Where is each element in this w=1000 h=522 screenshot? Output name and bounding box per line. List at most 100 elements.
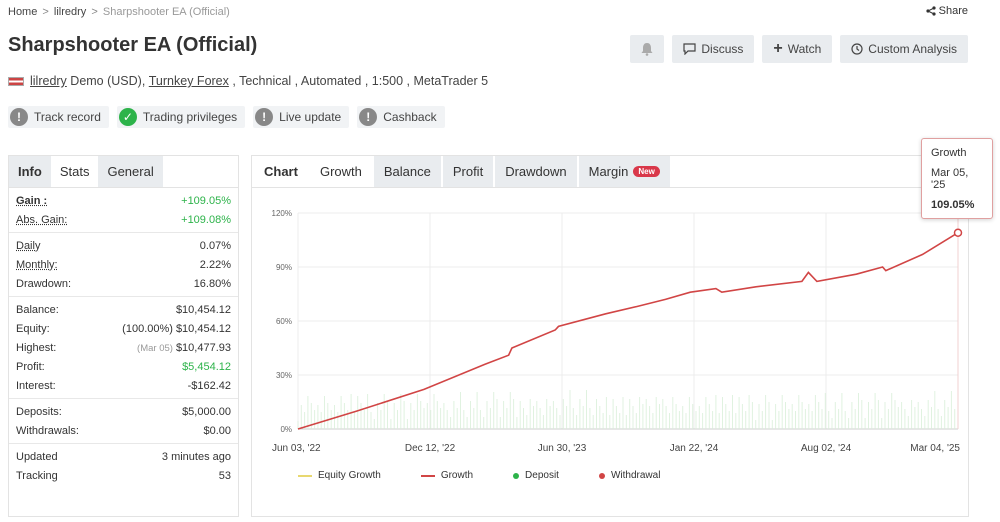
badge-label: Cashback [383, 110, 437, 124]
stats-tabs: Info Stats General [9, 156, 238, 188]
chart-tooltip: Growth Mar 05, '25 109.05% [921, 138, 993, 219]
tab-balance[interactable]: Balance [373, 156, 441, 187]
x-tick-label: Jan 22, '24 [670, 443, 719, 454]
growth-chart[interactable]: 0% 30% 60% 90% 120% Jun 03, '22 Dec 12, '22 Jun… [252, 189, 968, 509]
breadcrumb-home[interactable]: Home [8, 6, 38, 18]
chart-tabs-label: Chart [252, 156, 310, 187]
legend-withdrawal[interactable]: Withdrawal [598, 470, 660, 481]
stat-value: $5,000.00 [182, 405, 231, 418]
check-icon: ✓ [118, 108, 137, 126]
tab-profit[interactable]: Profit [442, 156, 494, 187]
y-tick-label: 30% [276, 371, 292, 380]
stat-label: Profit: [16, 360, 45, 373]
clock-icon [851, 43, 863, 55]
badge-trading-privileges[interactable]: ✓ Trading privileges [116, 106, 246, 128]
stat-label: Updated [16, 450, 58, 463]
tab-margin[interactable]: Margin New [578, 156, 670, 187]
account-meta: lilredry Demo (USD), Turnkey Forex , Tec… [8, 74, 488, 88]
breadcrumb-separator: > [42, 6, 49, 18]
growth-series-line [297, 232, 959, 430]
stat-value: 0.07% [199, 239, 231, 252]
tab-drawdown[interactable]: Drawdown [495, 156, 577, 187]
badge-cashback[interactable]: ! Cashback [357, 106, 445, 128]
stat-label[interactable]: Abs. Gain: [16, 213, 68, 226]
badge-label: Live update [279, 110, 342, 124]
stat-row-updated: Updated 3 minutes ago [9, 447, 238, 466]
breadcrumb-current: Sharpshooter EA (Official) [102, 6, 230, 18]
badge-track-record[interactable]: ! Track record [8, 106, 109, 128]
notification-button[interactable] [630, 35, 665, 63]
y-tick-label: 90% [276, 263, 292, 272]
plus-icon: + [773, 40, 783, 57]
stat-label[interactable]: Daily [16, 239, 41, 252]
stat-label[interactable]: Monthly: [16, 258, 58, 271]
stat-row-gain: Gain : +109.05% [9, 191, 238, 210]
tab-growth[interactable]: Growth [309, 156, 372, 187]
stat-sub: (100.00%) [122, 322, 173, 335]
legend-line [298, 474, 312, 477]
stats-group-rates: Daily 0.07% Monthly: 2.22% Drawdown: 16.80% [9, 233, 238, 297]
meta-user-link[interactable]: lilredry [30, 74, 67, 88]
y-tick-label: 120% [272, 209, 292, 218]
badge-live-update[interactable]: ! Live update [253, 106, 350, 128]
new-badge: New [633, 166, 660, 177]
legend-label: Deposit [525, 470, 559, 481]
stat-value: 53 [218, 469, 231, 482]
stats-group-gain: Gain : +109.05% Abs. Gain: +109.08% [9, 188, 238, 233]
y-tick-label: 0% [280, 425, 292, 434]
custom-analysis-button[interactable]: Custom Analysis [840, 35, 968, 63]
stat-label: Withdrawals: [16, 424, 79, 437]
x-tick-label: Jun 30, '23 [538, 443, 587, 454]
tooltip-date: Mar 05, '25 [931, 167, 969, 191]
stat-label: Tracking [16, 469, 58, 482]
x-tick-label: Mar 04, '25 [910, 443, 960, 454]
legend-equity-growth[interactable]: Equity Growth [298, 470, 381, 481]
tab-info[interactable]: Info [9, 156, 51, 187]
stat-row-equity: Equity: (100.00%) $10,454.12 [9, 319, 238, 338]
bell-icon [641, 43, 653, 56]
stat-label: Balance: [16, 303, 59, 316]
legend-growth[interactable]: Growth [420, 470, 474, 481]
legend-line [420, 474, 435, 477]
tab-stats[interactable]: Stats [50, 156, 99, 187]
share-button[interactable]: Share [926, 5, 968, 17]
legend-label: Growth [440, 470, 474, 481]
discuss-button[interactable]: Discuss [672, 35, 755, 63]
share-icon [926, 6, 936, 16]
exclamation-icon: ! [10, 108, 28, 126]
meta-account: Demo (USD), [66, 74, 149, 88]
stat-value: -$162.42 [187, 379, 231, 392]
page-title: Sharpshooter EA (Official) [8, 34, 258, 56]
stats-panel: Info Stats General Gain : +109.05% Abs. G… [8, 155, 239, 517]
stat-sub: (Mar 05) [137, 342, 173, 354]
stat-value: 16.80% [193, 277, 231, 290]
stat-row-monthly: Monthly: 2.22% [9, 255, 238, 274]
stat-row-balance: Balance: $10,454.12 [9, 300, 238, 319]
stat-label: Equity: [16, 322, 50, 335]
legend-dot [598, 472, 605, 479]
deposit-marks [297, 390, 959, 429]
stats-group-balance: Balance: $10,454.12 Equity: (100.00%) $10,4… [9, 297, 238, 399]
x-tick-label: Dec 12, '22 [405, 443, 456, 454]
stat-value: $0.00 [203, 424, 231, 437]
stat-row-daily: Daily 0.07% [9, 236, 238, 255]
meta-broker-link[interactable]: Turnkey Forex [148, 74, 229, 88]
stat-row-abs-gain: Abs. Gain: +109.08% [9, 210, 238, 229]
breadcrumb: Home > lilredry > Sharpshooter EA (Offic… [8, 6, 230, 18]
stat-value: +109.08% [181, 213, 231, 226]
breadcrumb-user[interactable]: lilredry [53, 6, 87, 18]
chart-tabs: Chart Growth Balance Profit Drawdown Mar… [252, 156, 968, 188]
watch-label: Watch [787, 42, 822, 56]
action-bar: Discuss + Watch Custom Analysis [630, 35, 968, 63]
custom-analysis-label: Custom Analysis [868, 42, 957, 56]
stat-label[interactable]: Gain : [16, 194, 48, 207]
legend-label: Equity Growth [318, 470, 381, 481]
stat-row-highest: Highest: (Mar 05) $10,477.93 [9, 338, 238, 357]
tab-general[interactable]: General [98, 156, 163, 187]
flag-icon [8, 76, 24, 86]
watch-button[interactable]: + Watch [762, 35, 833, 63]
y-tick-label: 60% [276, 317, 292, 326]
stat-value: $10,454.12 [175, 303, 231, 316]
stat-row-withdrawals: Withdrawals: $0.00 [9, 421, 238, 440]
legend-deposit[interactable]: Deposit [513, 470, 559, 481]
